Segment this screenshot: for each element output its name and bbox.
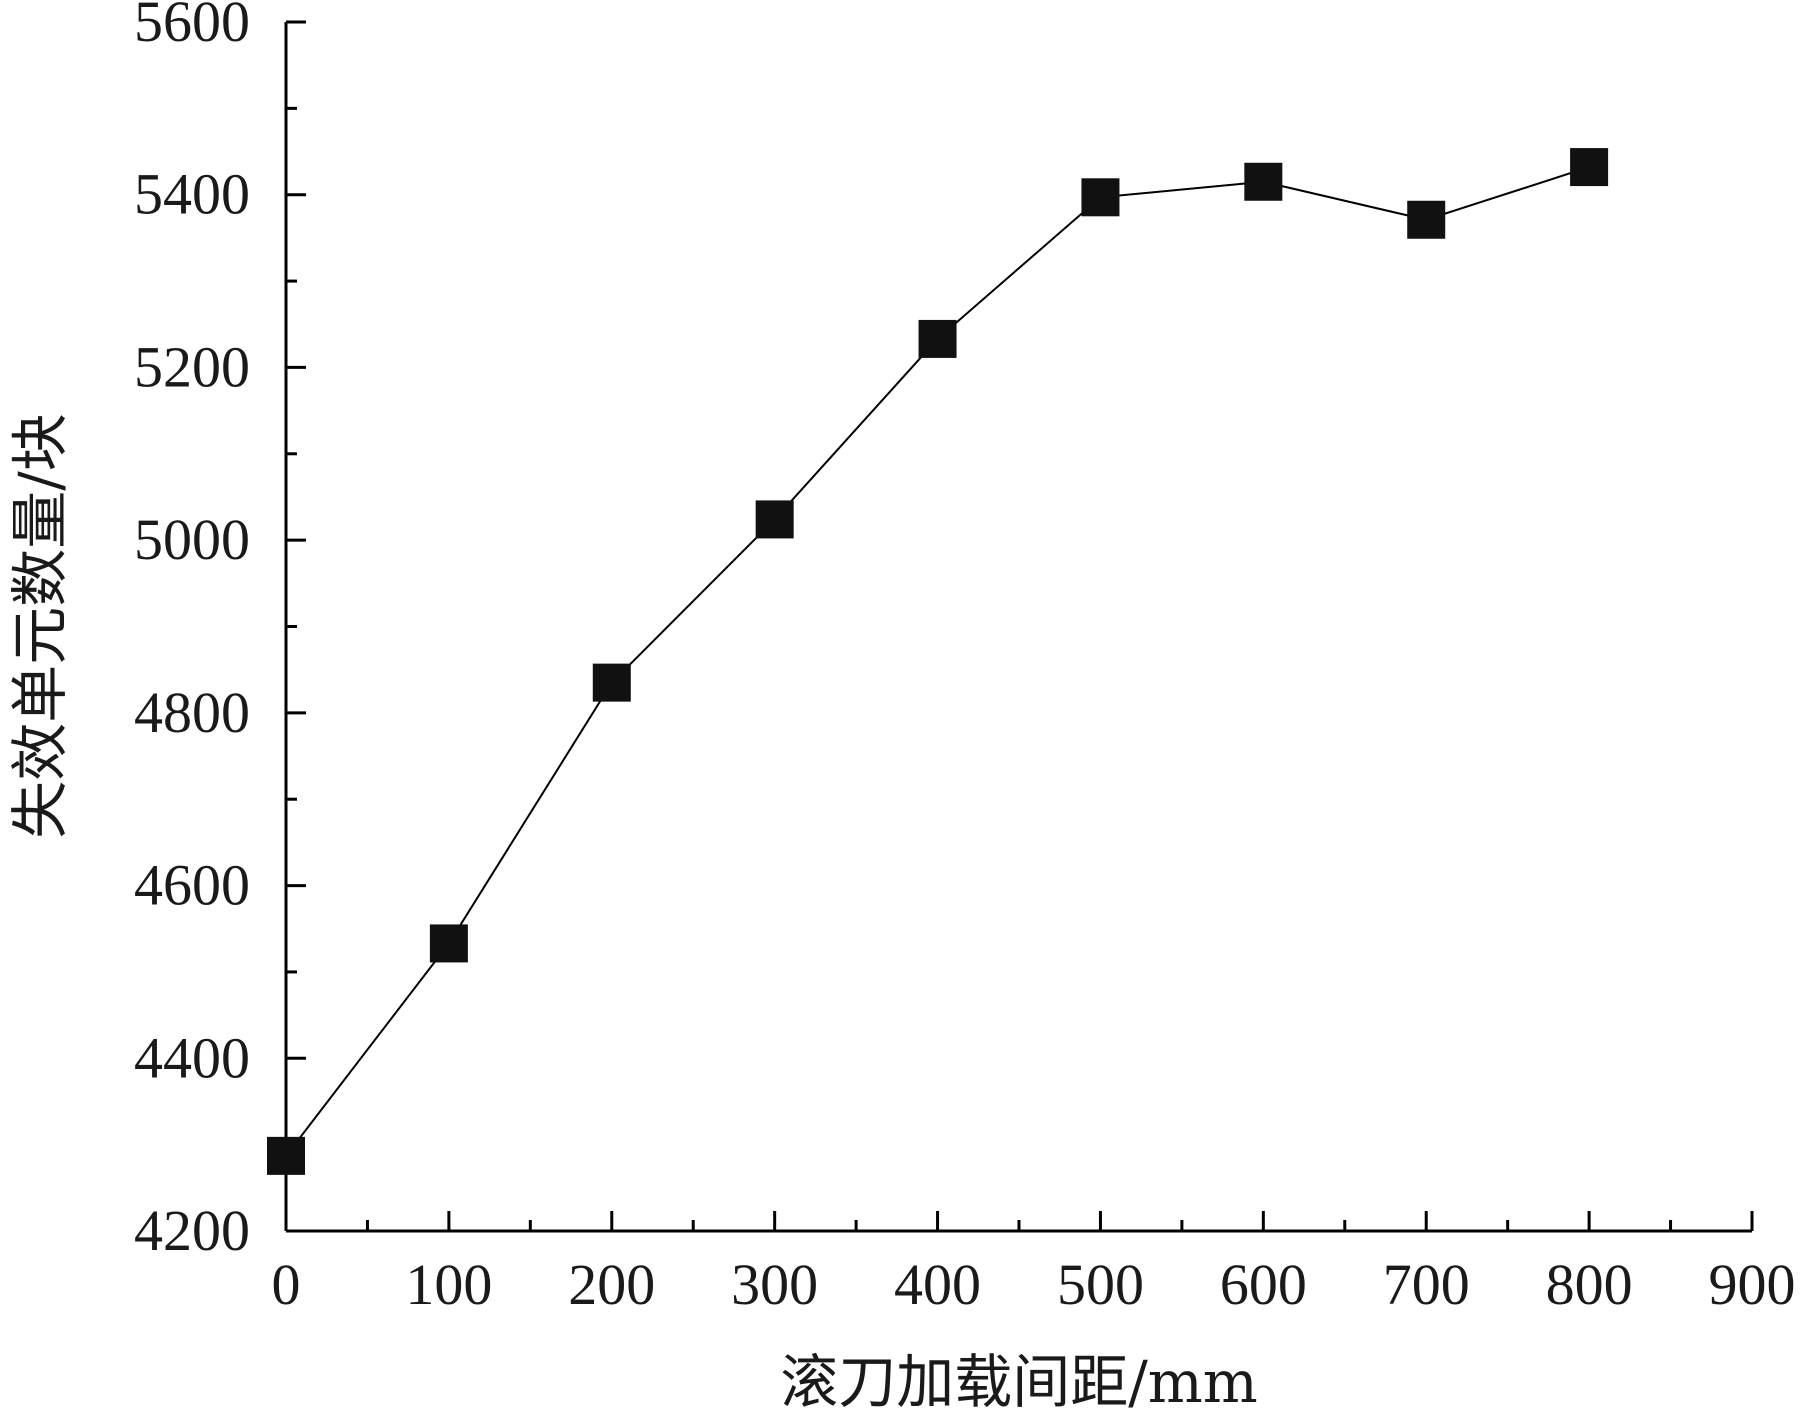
data-point-marker	[918, 319, 957, 358]
y-tick-label: 4800	[134, 680, 250, 745]
y-tick-label: 4600	[134, 853, 250, 918]
data-point-marker	[755, 500, 794, 539]
data-point-marker	[1570, 148, 1609, 187]
y-axis-title: 失效单元数量/块	[6, 413, 74, 839]
x-tick-label: 800	[1546, 1252, 1633, 1317]
data-point-marker	[429, 924, 468, 963]
x-tick-label: 200	[568, 1252, 655, 1317]
x-tick-label: 100	[405, 1252, 492, 1317]
y-tick-label: 5200	[134, 334, 250, 399]
y-axis-ticks: 4200 4400 4600 4800 5000 5200 5400 5600	[134, 0, 306, 1263]
y-tick-label: 5400	[134, 162, 250, 227]
data-point-marker	[1081, 178, 1120, 217]
x-tick-label: 400	[894, 1252, 981, 1317]
y-tick-label: 5000	[134, 507, 250, 572]
data-point-marker	[267, 1136, 305, 1175]
x-tick-label: 500	[1057, 1252, 1144, 1317]
y-tick-label: 5600	[134, 0, 250, 54]
data-point-marker	[1244, 162, 1283, 201]
x-tick-label: 300	[731, 1252, 818, 1317]
x-tick-label: 900	[1709, 1252, 1796, 1317]
x-tick-label: 700	[1383, 1252, 1470, 1317]
x-axis-title: 滚刀加载间距/mm	[780, 1348, 1258, 1410]
series-line	[285, 166, 1590, 1157]
x-tick-label: 600	[1220, 1252, 1307, 1317]
x-tick-label: 0	[272, 1252, 301, 1317]
plot-area: 4200 4400 4600 4800 5000 5200 5400 5600 0 100 200…	[134, 0, 1796, 1317]
y-tick-label: 4200	[134, 1198, 250, 1263]
x-axis-ticks: 0 100 200 300 400 500 600 700 800 900	[272, 1211, 1796, 1317]
data-point-marker	[592, 663, 631, 702]
data-point-marker	[1407, 200, 1446, 239]
data-series	[267, 148, 1609, 1175]
y-tick-label: 4400	[134, 1025, 250, 1090]
